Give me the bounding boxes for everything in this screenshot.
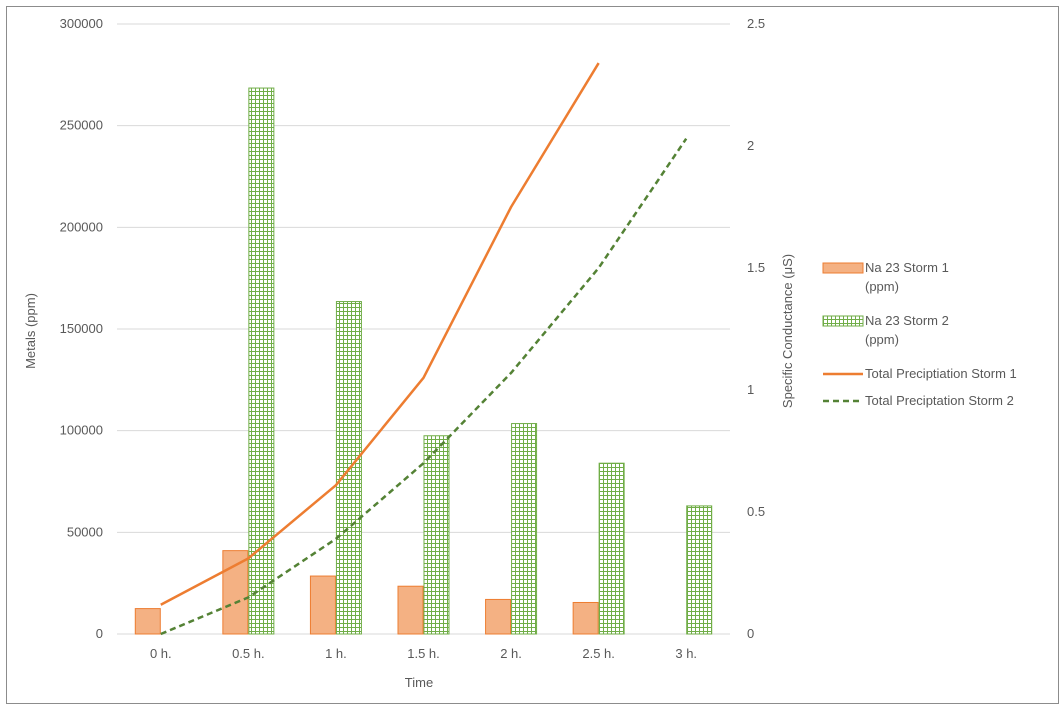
legend-label: Na 23 Storm 2 [865,313,949,328]
x-tick-label: 3 h. [675,646,697,661]
chart-frame: 0 50000 100000 150000 200000 250000 300000 0 0.… [6,6,1059,704]
x-tick-label: 1 h. [325,646,347,661]
y-tick-label: 50000 [67,524,103,539]
y2-tick-label: 0.5 [747,504,765,519]
x-tick-label: 0.5 h. [232,646,265,661]
legend-swatch [822,262,864,274]
bar-storm2 [423,435,450,635]
y-tick-label: 250000 [60,118,103,133]
y2-axis-title: Specific Conductance (μS) [780,254,795,408]
legend-label: (ppm) [865,279,899,294]
bar-storm1 [134,608,161,635]
x-axis-title: Time [405,675,433,690]
chart-svg: 0 50000 100000 150000 200000 250000 300000 0 0.… [23,16,1017,690]
x-tick-label: 2 h. [500,646,522,661]
bar-storm2 [598,462,625,635]
y2-tick-label: 2 [747,138,754,153]
y-tick-label: 300000 [60,16,103,31]
bar-storm2 [248,87,275,635]
bar-storm2 [686,505,713,635]
legend: Na 23 Storm 1 (ppm) Na 23 Storm 2 (ppm) Tota… [822,260,1017,408]
bar-storm1 [222,550,249,635]
legend-label: (ppm) [865,332,899,347]
line-storm1 [160,62,600,606]
x-tick-label: 2.5 h. [582,646,615,661]
x-tick-label: 0 h. [150,646,172,661]
bar-storm2 [511,423,538,635]
y-axis-ticks: 0 50000 100000 150000 200000 250000 300000 [60,16,103,641]
y2-tick-label: 2.5 [747,16,765,31]
bar-storm1 [309,575,336,635]
bar-storm1 [397,585,424,635]
x-axis-ticks: 0 h. 0.5 h. 1 h. 1.5 h. 2 h. 2.5 h. 3 h. [150,646,697,661]
y2-axis-ticks: 0 0.5 1 1.5 2 2.5 [747,16,765,641]
lines [160,62,688,636]
y-axis-title: Metals (ppm) [23,293,38,369]
legend-swatch [822,315,864,327]
bar-storm1 [572,601,599,635]
y2-tick-label: 1 [747,382,754,397]
y2-tick-label: 1.5 [747,260,765,275]
legend-label: Na 23 Storm 1 [865,260,949,275]
line-storm2 [160,137,688,636]
bars [134,87,713,635]
bar-storm1 [485,598,512,635]
gridlines [117,23,730,635]
y-tick-label: 150000 [60,321,103,336]
legend-label: Total Preciptation Storm 2 [865,393,1014,408]
x-tick-label: 1.5 h. [407,646,440,661]
y-tick-label: 100000 [60,423,103,438]
y-tick-label: 200000 [60,219,103,234]
legend-label: Total Preciptiation Storm 1 [865,366,1017,381]
y-tick-label: 0 [96,626,103,641]
y2-tick-label: 0 [747,626,754,641]
